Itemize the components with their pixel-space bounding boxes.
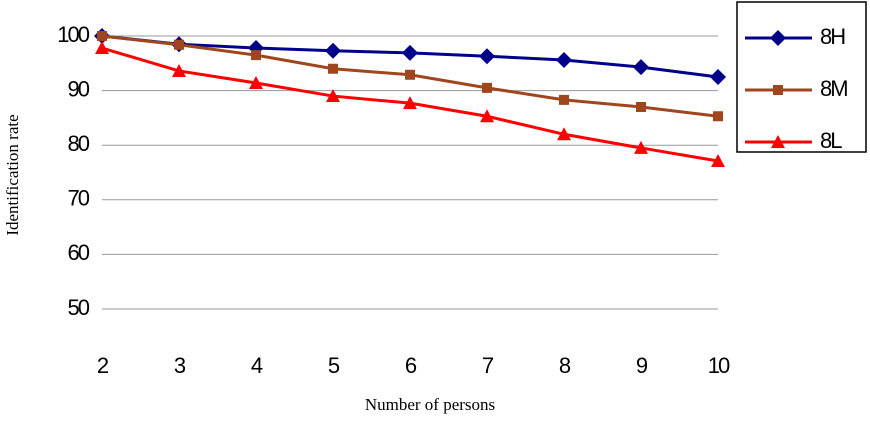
marker	[402, 44, 418, 61]
marker	[405, 69, 415, 80]
x-axis-label: Number of persons	[365, 395, 495, 414]
y-tick-label: 70	[68, 186, 90, 211]
marker	[95, 41, 109, 55]
y-tick-label: 90	[68, 76, 90, 101]
marker	[711, 154, 725, 168]
marker	[172, 63, 186, 77]
marker	[636, 101, 646, 112]
marker	[328, 63, 338, 74]
x-tick-label: 2	[97, 353, 109, 378]
marker	[713, 111, 723, 122]
marker	[633, 59, 649, 76]
y-tick-label: 50	[68, 295, 90, 320]
marker	[480, 109, 494, 123]
marker	[557, 127, 571, 141]
y-axis-label: Identification rate	[3, 114, 22, 235]
y-tick-label: 100	[57, 22, 89, 47]
x-tick-label: 9	[636, 353, 648, 378]
x-tick-label: 6	[405, 353, 417, 378]
legend-box	[736, 1, 867, 153]
marker	[249, 75, 263, 89]
marker	[326, 89, 340, 103]
legend-marker	[771, 135, 785, 148]
marker	[479, 48, 495, 65]
x-tick-label: 10	[708, 353, 730, 378]
x-tick-label: 3	[174, 353, 186, 378]
legend-label: 8M	[820, 76, 847, 101]
marker	[710, 68, 726, 85]
x-tick-label: 8	[559, 353, 571, 378]
marker	[559, 94, 569, 105]
x-tick-label: 4	[251, 353, 263, 378]
marker	[251, 50, 261, 61]
marker	[174, 39, 184, 50]
marker	[325, 42, 341, 59]
legend-marker	[773, 85, 783, 95]
legend-label: 8L	[820, 128, 842, 153]
legend-label: 8H	[820, 24, 845, 49]
x-tick-label: 7	[482, 353, 494, 378]
marker	[403, 96, 417, 110]
legend-marker	[770, 30, 786, 46]
y-tick-label: 60	[68, 240, 90, 265]
y-tick-label: 80	[68, 131, 90, 156]
x-tick-label: 5	[328, 353, 340, 378]
marker	[97, 31, 107, 41]
marker	[634, 140, 648, 154]
marker	[482, 82, 492, 93]
marker	[556, 52, 572, 69]
